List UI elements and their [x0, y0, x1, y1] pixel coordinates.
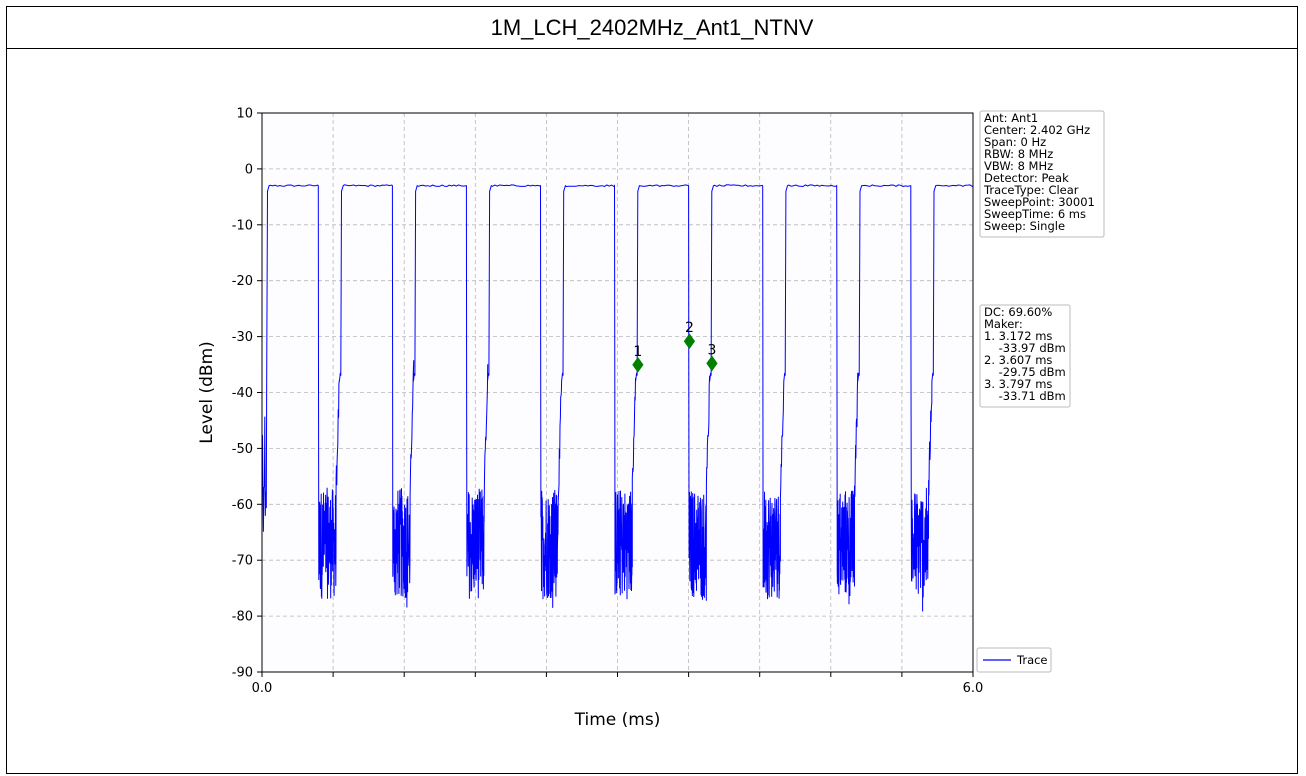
marker-1 [632, 356, 644, 373]
info-box-line: Sweep: Single [984, 219, 1065, 233]
marker-box-line: -29.75 dBm [984, 365, 1066, 379]
x-axis-label: Time (ms) [574, 710, 661, 730]
marker-label-2: 2 [685, 320, 694, 336]
x-tick-label: 0.0 [252, 681, 273, 696]
info-box-line: Ant: Ant1 [984, 111, 1038, 125]
info-box-line: RBW: 8 MHz [984, 147, 1053, 161]
axes: 10 0 -10 -20 -30 -40 -50 -60 -70 -80 -900.0 6.0 [232, 107, 984, 697]
y-axis-label: Level (dBm) [197, 341, 217, 444]
trace-line [261, 184, 974, 612]
marker-box-line: 2. 3.607 ms [984, 353, 1052, 367]
marker-layer: 1 23 [632, 320, 718, 373]
marker-label-3: 3 [707, 342, 716, 358]
y-tick-label: -50 [232, 442, 253, 457]
grid-lines [261, 112, 974, 673]
marker-box-line: -33.71 dBm [984, 389, 1066, 403]
info-box-line: SweepPoint: 30001 [984, 195, 1095, 209]
chart-title: 1M_LCH_2402MHz_Ant1_NTNV [7, 7, 1297, 49]
marker-box-line: Maker: [984, 317, 1023, 331]
y-tick-label: -90 [232, 666, 253, 681]
legend-label: Trace [1016, 653, 1048, 667]
y-tick-label: -30 [232, 330, 253, 345]
info-box-line: VBW: 8 MHz [984, 159, 1053, 173]
y-tick-label: 0 [245, 162, 253, 177]
x-tick-label: 6.0 [963, 681, 984, 696]
marker-label-1: 1 [633, 344, 642, 360]
info-box-line: Center: 2.402 GHz [984, 123, 1090, 137]
info-box-line: SweepTime: 6 ms [984, 207, 1086, 221]
info-box-line: Span: 0 Hz [984, 135, 1046, 149]
marker-box-line: 3. 3.797 ms [984, 377, 1052, 391]
y-tick-label: -80 [232, 610, 253, 625]
trace-layer [261, 184, 974, 612]
legend-box [976, 647, 1052, 673]
marker-box-line: 1. 3.172 ms [984, 329, 1052, 343]
info-box [979, 110, 1105, 238]
info-box-line: Detector: Peak [984, 171, 1069, 185]
y-tick-label: -20 [232, 274, 253, 289]
marker-box [979, 304, 1071, 408]
y-tick-label: -70 [232, 554, 253, 569]
info-box-line: TraceType: Clear [983, 183, 1079, 197]
y-tick-label: 10 [236, 107, 253, 122]
marker-box-line: DC: 69.60% [984, 305, 1052, 319]
marker-3 [706, 355, 718, 372]
y-tick-label: -40 [232, 386, 253, 401]
marker-2 [683, 333, 696, 350]
y-tick-label: -60 [232, 498, 253, 513]
y-tick-label: -10 [232, 218, 253, 233]
marker-box-line: -33.97 dBm [984, 341, 1066, 355]
